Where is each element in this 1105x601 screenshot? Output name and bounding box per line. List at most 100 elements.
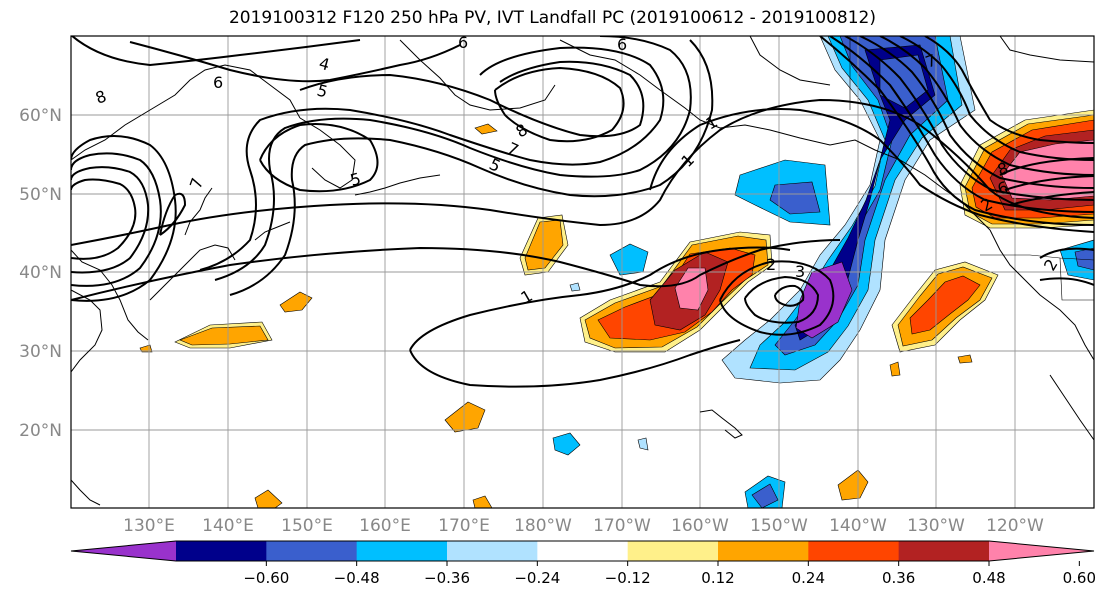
colorbar-segment <box>447 541 538 561</box>
pv-contour <box>259 123 379 193</box>
colorbar-segment <box>176 541 267 561</box>
pv-contour <box>299 60 645 138</box>
colorbar-extend-min <box>71 541 176 561</box>
negative-anomaly-patch <box>769 181 821 215</box>
pv-contour <box>409 246 791 351</box>
pv-contour <box>71 239 841 301</box>
gridlines <box>71 36 1094 508</box>
lat-label: 40°N <box>19 263 62 283</box>
lon-label: 140°E <box>202 516 254 536</box>
pv-contour <box>494 66 625 143</box>
coastline-japan <box>149 244 236 301</box>
positive-anomaly-patch <box>474 123 498 135</box>
colorbar-segment <box>718 541 809 561</box>
latitude-labels: 60°N 50°N 40°N 30°N 20°N <box>19 106 62 441</box>
pv-contour <box>649 108 1094 233</box>
contour-label: 6 <box>213 73 223 92</box>
contour-label: 5 <box>315 81 330 102</box>
pv-contour <box>1039 277 1094 286</box>
pv-contour <box>719 260 835 336</box>
lon-label: 160°E <box>359 516 411 536</box>
border <box>1059 257 1094 301</box>
coastline-japan <box>184 187 213 236</box>
pv-contour <box>879 36 1094 176</box>
lon-label: 130°E <box>123 516 175 536</box>
negative-anomaly-core <box>795 261 853 339</box>
longitude-labels: 130°E 140°E 150°E 160°E 170°E 180°W 170°… <box>123 516 1044 536</box>
coastline-alaska <box>559 39 991 231</box>
colorbar-segment <box>356 541 448 561</box>
negative-anomaly-patch <box>552 432 581 456</box>
colorbar-segment <box>266 541 358 561</box>
pv-contour <box>214 36 692 281</box>
lon-label: 160°W <box>671 516 729 536</box>
colorbar-tick-label: −0.36 <box>424 569 470 587</box>
positive-anomaly-patch <box>254 489 283 508</box>
contour-label: 6 <box>617 35 627 54</box>
lon-label: 170°W <box>593 516 651 536</box>
pv-contour <box>71 135 177 302</box>
lon-label: 150°W <box>750 516 808 536</box>
colorbar-segment <box>808 541 900 561</box>
colorbar-segment <box>898 541 990 561</box>
pv-contour <box>829 36 1094 213</box>
pv-contours <box>71 36 1094 388</box>
pv-contour <box>71 178 137 260</box>
lat-label: 60°N <box>19 106 62 126</box>
lat-label: 30°N <box>19 342 62 362</box>
colorbar-tick-label: 0.48 <box>972 569 1005 587</box>
negative-anomaly-patch <box>751 483 779 508</box>
coastline-mexico <box>1049 374 1094 441</box>
lon-label: 180°W <box>514 516 572 536</box>
coastline-alaska <box>399 39 556 111</box>
coastline-hawaii <box>699 409 743 439</box>
lat-label: 20°N <box>19 421 62 441</box>
coastline-islands <box>71 479 101 506</box>
colorbar-tick-label: −0.48 <box>334 569 380 587</box>
contour-label: 6 <box>458 33 468 52</box>
pv-contour <box>899 36 1094 161</box>
colorbar: −0.60 −0.48 −0.36 −0.24 −0.12 0.12 0.24 0.36 0.4… <box>70 540 1096 587</box>
colorbar-outline <box>70 540 1095 562</box>
pv-contour <box>774 284 805 307</box>
colorbar-extend-max <box>989 541 1094 561</box>
negative-anomaly-patch <box>637 437 649 451</box>
pv-contour <box>1009 191 1094 206</box>
coastline-north <box>999 36 1094 63</box>
lon-label: 140°W <box>829 516 887 536</box>
colorbar-tick-label: 0.12 <box>701 569 734 587</box>
coastline-north <box>749 36 831 86</box>
map-title: 2019100312 F120 250 hPa PV, IVT Landfall… <box>228 8 876 28</box>
colorbar-tick-label: 0.60 <box>1063 569 1096 587</box>
coastline-islands <box>354 174 441 196</box>
pv-contour <box>859 36 1094 189</box>
coastline-asia <box>71 64 301 161</box>
lon-label: 130°W <box>907 516 965 536</box>
lon-label: 170°E <box>438 516 490 536</box>
border <box>980 254 1094 261</box>
coastlines <box>71 36 1094 506</box>
coastline-kamchatka <box>299 117 356 189</box>
positive-anomaly-patch <box>837 469 869 501</box>
pv-contour <box>71 166 150 274</box>
colorbar-tick-label: 0.36 <box>882 569 915 587</box>
negative-anomaly-patch <box>569 282 581 292</box>
pv-contour <box>129 41 461 83</box>
contour-label: 4 <box>317 54 332 75</box>
lon-label: 150°E <box>281 516 333 536</box>
colorbar-tick-label: −0.12 <box>605 569 651 587</box>
colorbar-segment <box>537 541 629 561</box>
pv-contour <box>71 152 162 287</box>
pv-contour <box>1004 175 1094 191</box>
pv-contour <box>819 36 1094 226</box>
pv-contour <box>844 36 1094 201</box>
lat-label: 50°N <box>19 185 62 205</box>
contour-label: 3 <box>795 262 805 281</box>
pv-contour <box>924 36 1094 144</box>
contour-label: 2 <box>766 255 776 274</box>
contour-label: 5 <box>348 169 363 190</box>
positive-anomaly-patch <box>957 354 973 364</box>
pv-contour <box>744 275 820 324</box>
plot-frame <box>70 35 1095 509</box>
